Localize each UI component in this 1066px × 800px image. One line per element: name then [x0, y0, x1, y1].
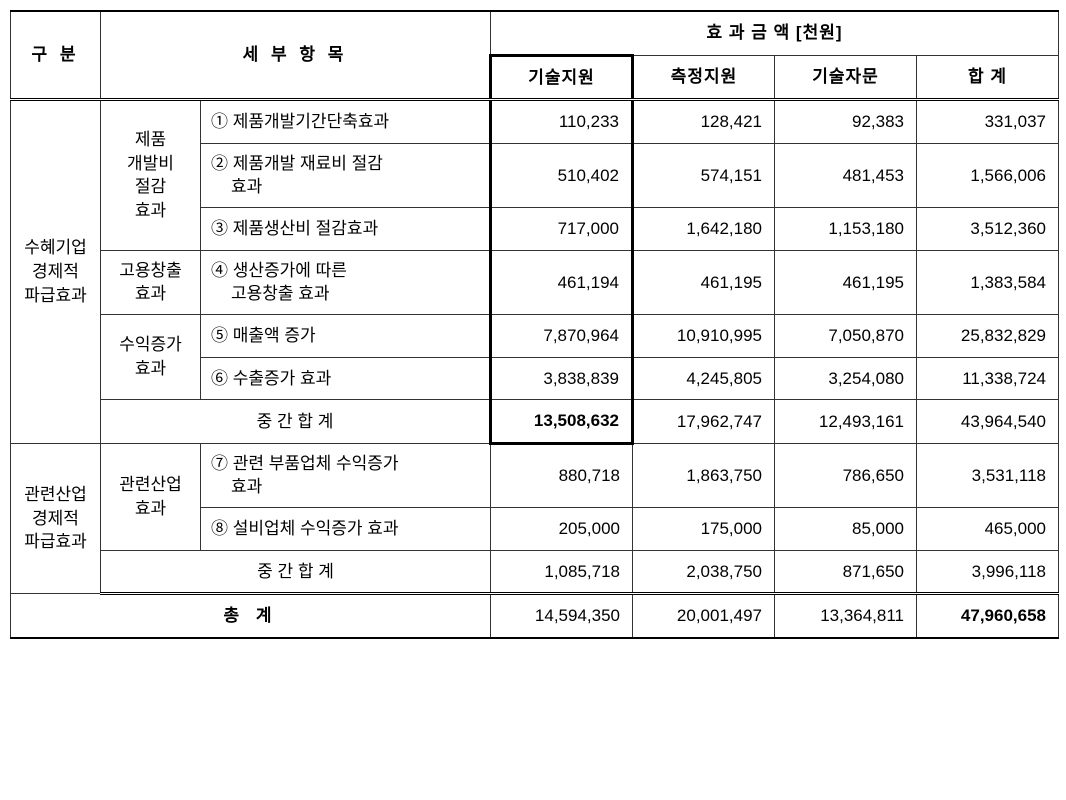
row6-v1: 4,245,805 — [633, 357, 775, 400]
subgroup-dev-cost: 제품개발비절감효과 — [101, 100, 201, 251]
subtotal1-v2: 12,493,161 — [775, 400, 917, 444]
subgroup-revenue: 수익증가효과 — [101, 315, 201, 400]
grandtotal-v1: 20,001,497 — [633, 594, 775, 638]
row3-v0: 717,000 — [491, 208, 633, 251]
row8-label: ⑧ 설비업체 수익증가 효과 — [201, 508, 491, 551]
grandtotal-v0: 14,594,350 — [491, 594, 633, 638]
grandtotal-v3: 47,960,658 — [917, 594, 1059, 638]
subtotal1-label: 중 간 합 계 — [101, 400, 491, 444]
grandtotal-v2: 13,364,811 — [775, 594, 917, 638]
header-col-total: 합 계 — [917, 55, 1059, 100]
row7-label: ⑦ 관련 부품업체 수익증가효과 — [201, 443, 491, 508]
row4-v3: 1,383,584 — [917, 250, 1059, 315]
row2-v0: 510,402 — [491, 143, 633, 208]
row3-v2: 1,153,180 — [775, 208, 917, 251]
row1-v3: 331,037 — [917, 100, 1059, 144]
subtotal2-v1: 2,038,750 — [633, 550, 775, 594]
row8-v0: 205,000 — [491, 508, 633, 551]
economic-effect-table: 구 분 세 부 항 목 효 과 금 액 [천원] 기술지원 측정지원 기술자문 … — [10, 10, 1059, 639]
header-col-tech-consult: 기술자문 — [775, 55, 917, 100]
row7-v1: 1,863,750 — [633, 443, 775, 508]
subtotal2-label: 중 간 합 계 — [101, 550, 491, 594]
row4-v2: 461,195 — [775, 250, 917, 315]
subtotal2-v2: 871,650 — [775, 550, 917, 594]
row7-v3: 3,531,118 — [917, 443, 1059, 508]
subtotal2-v0: 1,085,718 — [491, 550, 633, 594]
header-detail: 세 부 항 목 — [101, 11, 491, 100]
row8-v2: 85,000 — [775, 508, 917, 551]
row4-label: ④ 생산증가에 따른고용창출 효과 — [201, 250, 491, 315]
row1-v0: 110,233 — [491, 100, 633, 144]
group-related-industry: 관련산업경제적파급효과 — [11, 443, 101, 594]
row1-label: ① 제품개발기간단축효과 — [201, 100, 491, 144]
row8-v1: 175,000 — [633, 508, 775, 551]
subgroup-related-industry: 관련산업효과 — [101, 443, 201, 550]
row6-label: ⑥ 수출증가 효과 — [201, 357, 491, 400]
row1-v1: 128,421 — [633, 100, 775, 144]
row5-label: ⑤ 매출액 증가 — [201, 315, 491, 358]
row5-v2: 7,050,870 — [775, 315, 917, 358]
row4-v1: 461,195 — [633, 250, 775, 315]
row3-v3: 3,512,360 — [917, 208, 1059, 251]
subtotal1-v3: 43,964,540 — [917, 400, 1059, 444]
row5-v0: 7,870,964 — [491, 315, 633, 358]
row4-v0: 461,194 — [491, 250, 633, 315]
row7-v0: 880,718 — [491, 443, 633, 508]
row6-v2: 3,254,080 — [775, 357, 917, 400]
subtotal2-v3: 3,996,118 — [917, 550, 1059, 594]
subtotal1-v1: 17,962,747 — [633, 400, 775, 444]
row1-v2: 92,383 — [775, 100, 917, 144]
group-beneficiary: 수혜기업경제적파급효과 — [11, 100, 101, 444]
row2-label: ② 제품개발 재료비 절감효과 — [201, 143, 491, 208]
row2-v1: 574,151 — [633, 143, 775, 208]
row6-v0: 3,838,839 — [491, 357, 633, 400]
row7-v2: 786,650 — [775, 443, 917, 508]
row5-v3: 25,832,829 — [917, 315, 1059, 358]
header-category: 구 분 — [11, 11, 101, 100]
header-col-tech-support: 기술지원 — [491, 55, 633, 100]
row5-v1: 10,910,995 — [633, 315, 775, 358]
row3-v1: 1,642,180 — [633, 208, 775, 251]
row3-label: ③ 제품생산비 절감효과 — [201, 208, 491, 251]
row6-v3: 11,338,724 — [917, 357, 1059, 400]
row2-v3: 1,566,006 — [917, 143, 1059, 208]
subgroup-employment: 고용창출효과 — [101, 250, 201, 315]
row8-v3: 465,000 — [917, 508, 1059, 551]
subtotal1-v0: 13,508,632 — [491, 400, 633, 444]
header-col-measure-support: 측정지원 — [633, 55, 775, 100]
row2-v2: 481,453 — [775, 143, 917, 208]
header-effect-group: 효 과 금 액 [천원] — [491, 11, 1059, 55]
grandtotal-label: 총 계 — [11, 594, 491, 638]
